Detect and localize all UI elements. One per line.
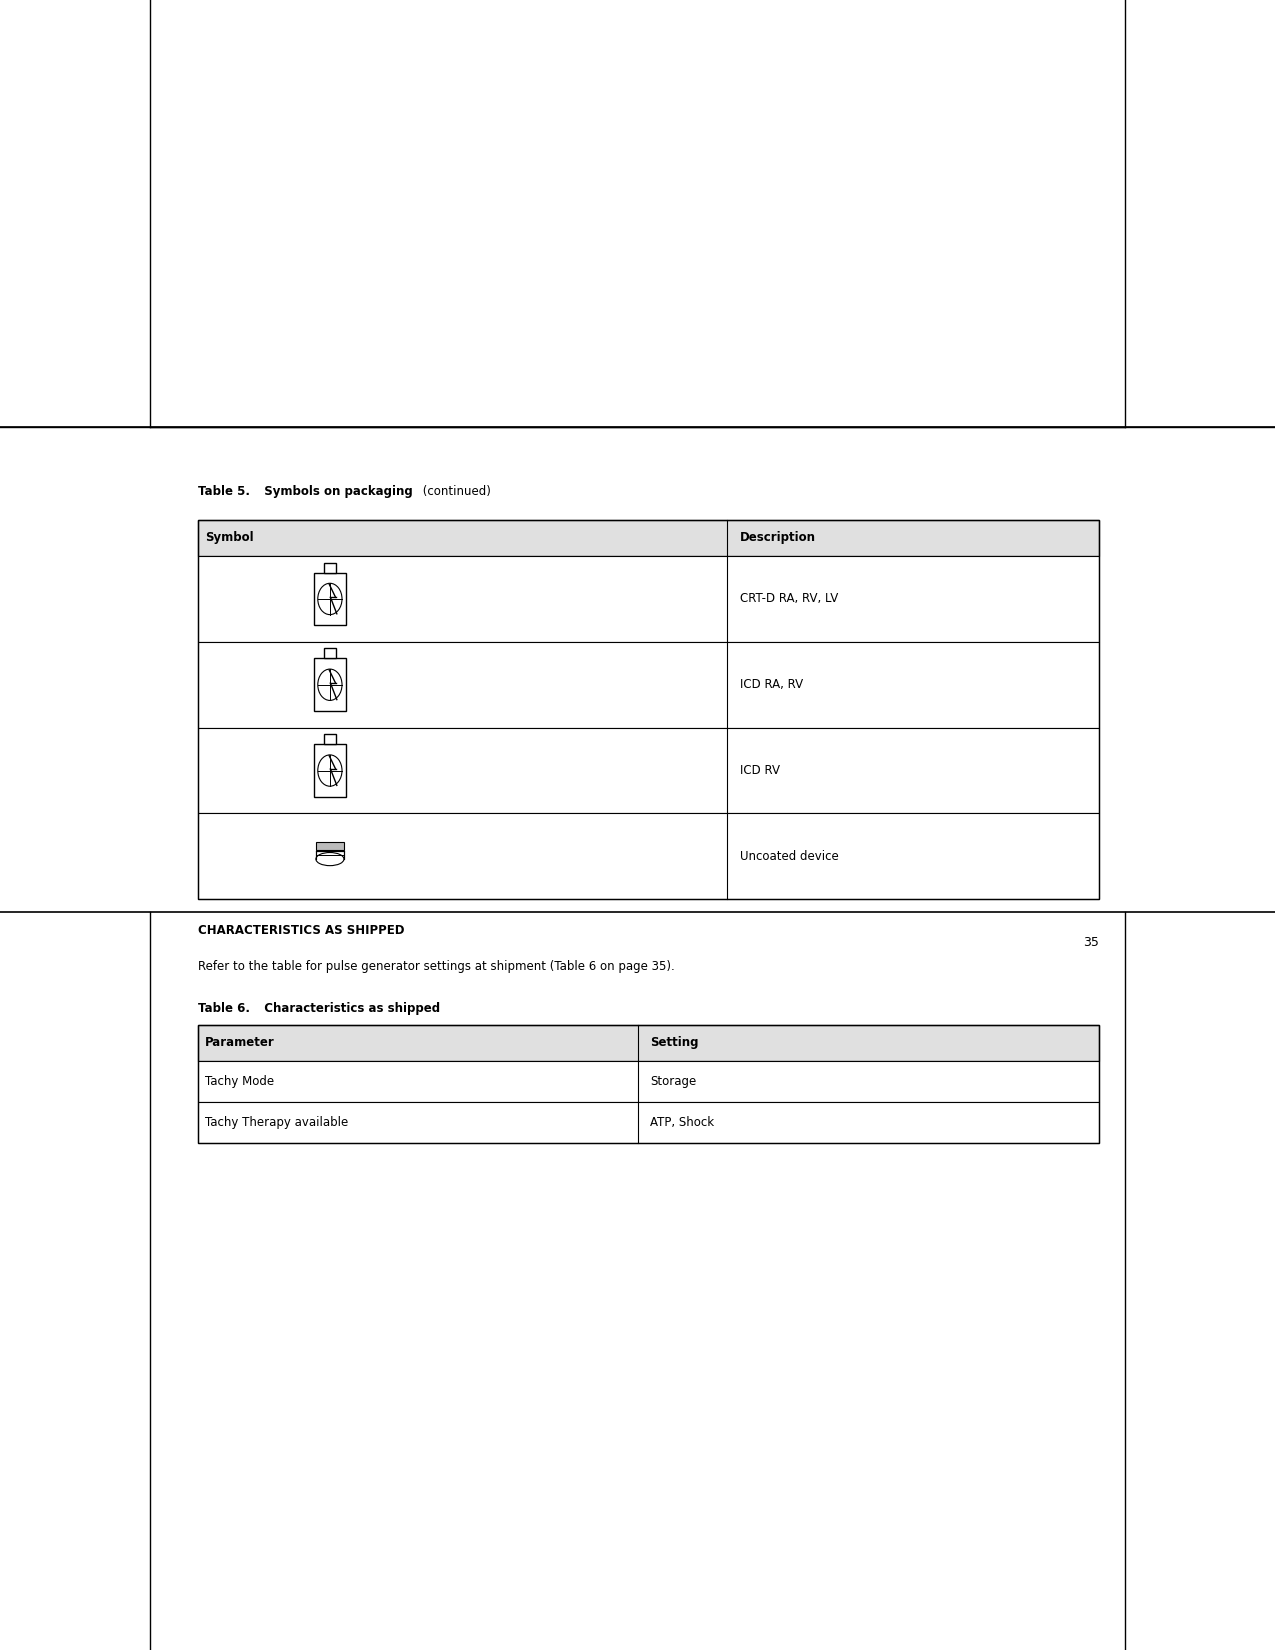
Bar bbox=[198, 556, 1099, 642]
Text: ICD RA, RV: ICD RA, RV bbox=[740, 678, 803, 691]
Bar bbox=[324, 734, 337, 744]
Text: Setting: Setting bbox=[650, 1036, 699, 1049]
Bar bbox=[198, 1025, 1099, 1061]
Text: Characteristics as shipped: Characteristics as shipped bbox=[256, 1002, 440, 1015]
Bar bbox=[314, 573, 346, 625]
Bar bbox=[314, 658, 346, 711]
Text: Tachy Mode: Tachy Mode bbox=[205, 1076, 274, 1087]
Text: Table 6.: Table 6. bbox=[198, 1002, 250, 1015]
Text: ICD RV: ICD RV bbox=[740, 764, 779, 777]
Bar bbox=[324, 648, 337, 658]
Text: Tachy Therapy available: Tachy Therapy available bbox=[205, 1117, 348, 1129]
Text: Description: Description bbox=[740, 531, 816, 545]
Text: Parameter: Parameter bbox=[205, 1036, 275, 1049]
Text: Symbols on packaging: Symbols on packaging bbox=[256, 485, 413, 498]
Bar bbox=[324, 563, 337, 573]
Bar bbox=[316, 842, 344, 850]
Bar bbox=[198, 642, 1099, 728]
Text: Table 5.: Table 5. bbox=[198, 485, 250, 498]
Bar bbox=[314, 744, 346, 797]
Ellipse shape bbox=[316, 853, 344, 866]
Bar bbox=[198, 1102, 1099, 1143]
Text: Refer to the table for pulse generator settings at shipment (Table 6 on page 35): Refer to the table for pulse generator s… bbox=[198, 960, 674, 974]
Bar bbox=[198, 520, 1099, 899]
Text: Storage: Storage bbox=[650, 1076, 696, 1087]
Text: ATP, Shock: ATP, Shock bbox=[650, 1117, 714, 1129]
Bar bbox=[316, 851, 344, 860]
Bar bbox=[198, 520, 1099, 556]
Text: Symbol: Symbol bbox=[205, 531, 254, 545]
Bar bbox=[198, 1061, 1099, 1102]
Text: (continued): (continued) bbox=[419, 485, 491, 498]
Text: CRT-D RA, RV, LV: CRT-D RA, RV, LV bbox=[740, 592, 838, 606]
Text: CHARACTERISTICS AS SHIPPED: CHARACTERISTICS AS SHIPPED bbox=[198, 924, 404, 937]
Bar bbox=[198, 728, 1099, 813]
Text: Uncoated device: Uncoated device bbox=[740, 850, 838, 863]
Bar bbox=[198, 813, 1099, 899]
Bar bbox=[198, 1025, 1099, 1143]
Text: 35: 35 bbox=[1084, 936, 1099, 949]
